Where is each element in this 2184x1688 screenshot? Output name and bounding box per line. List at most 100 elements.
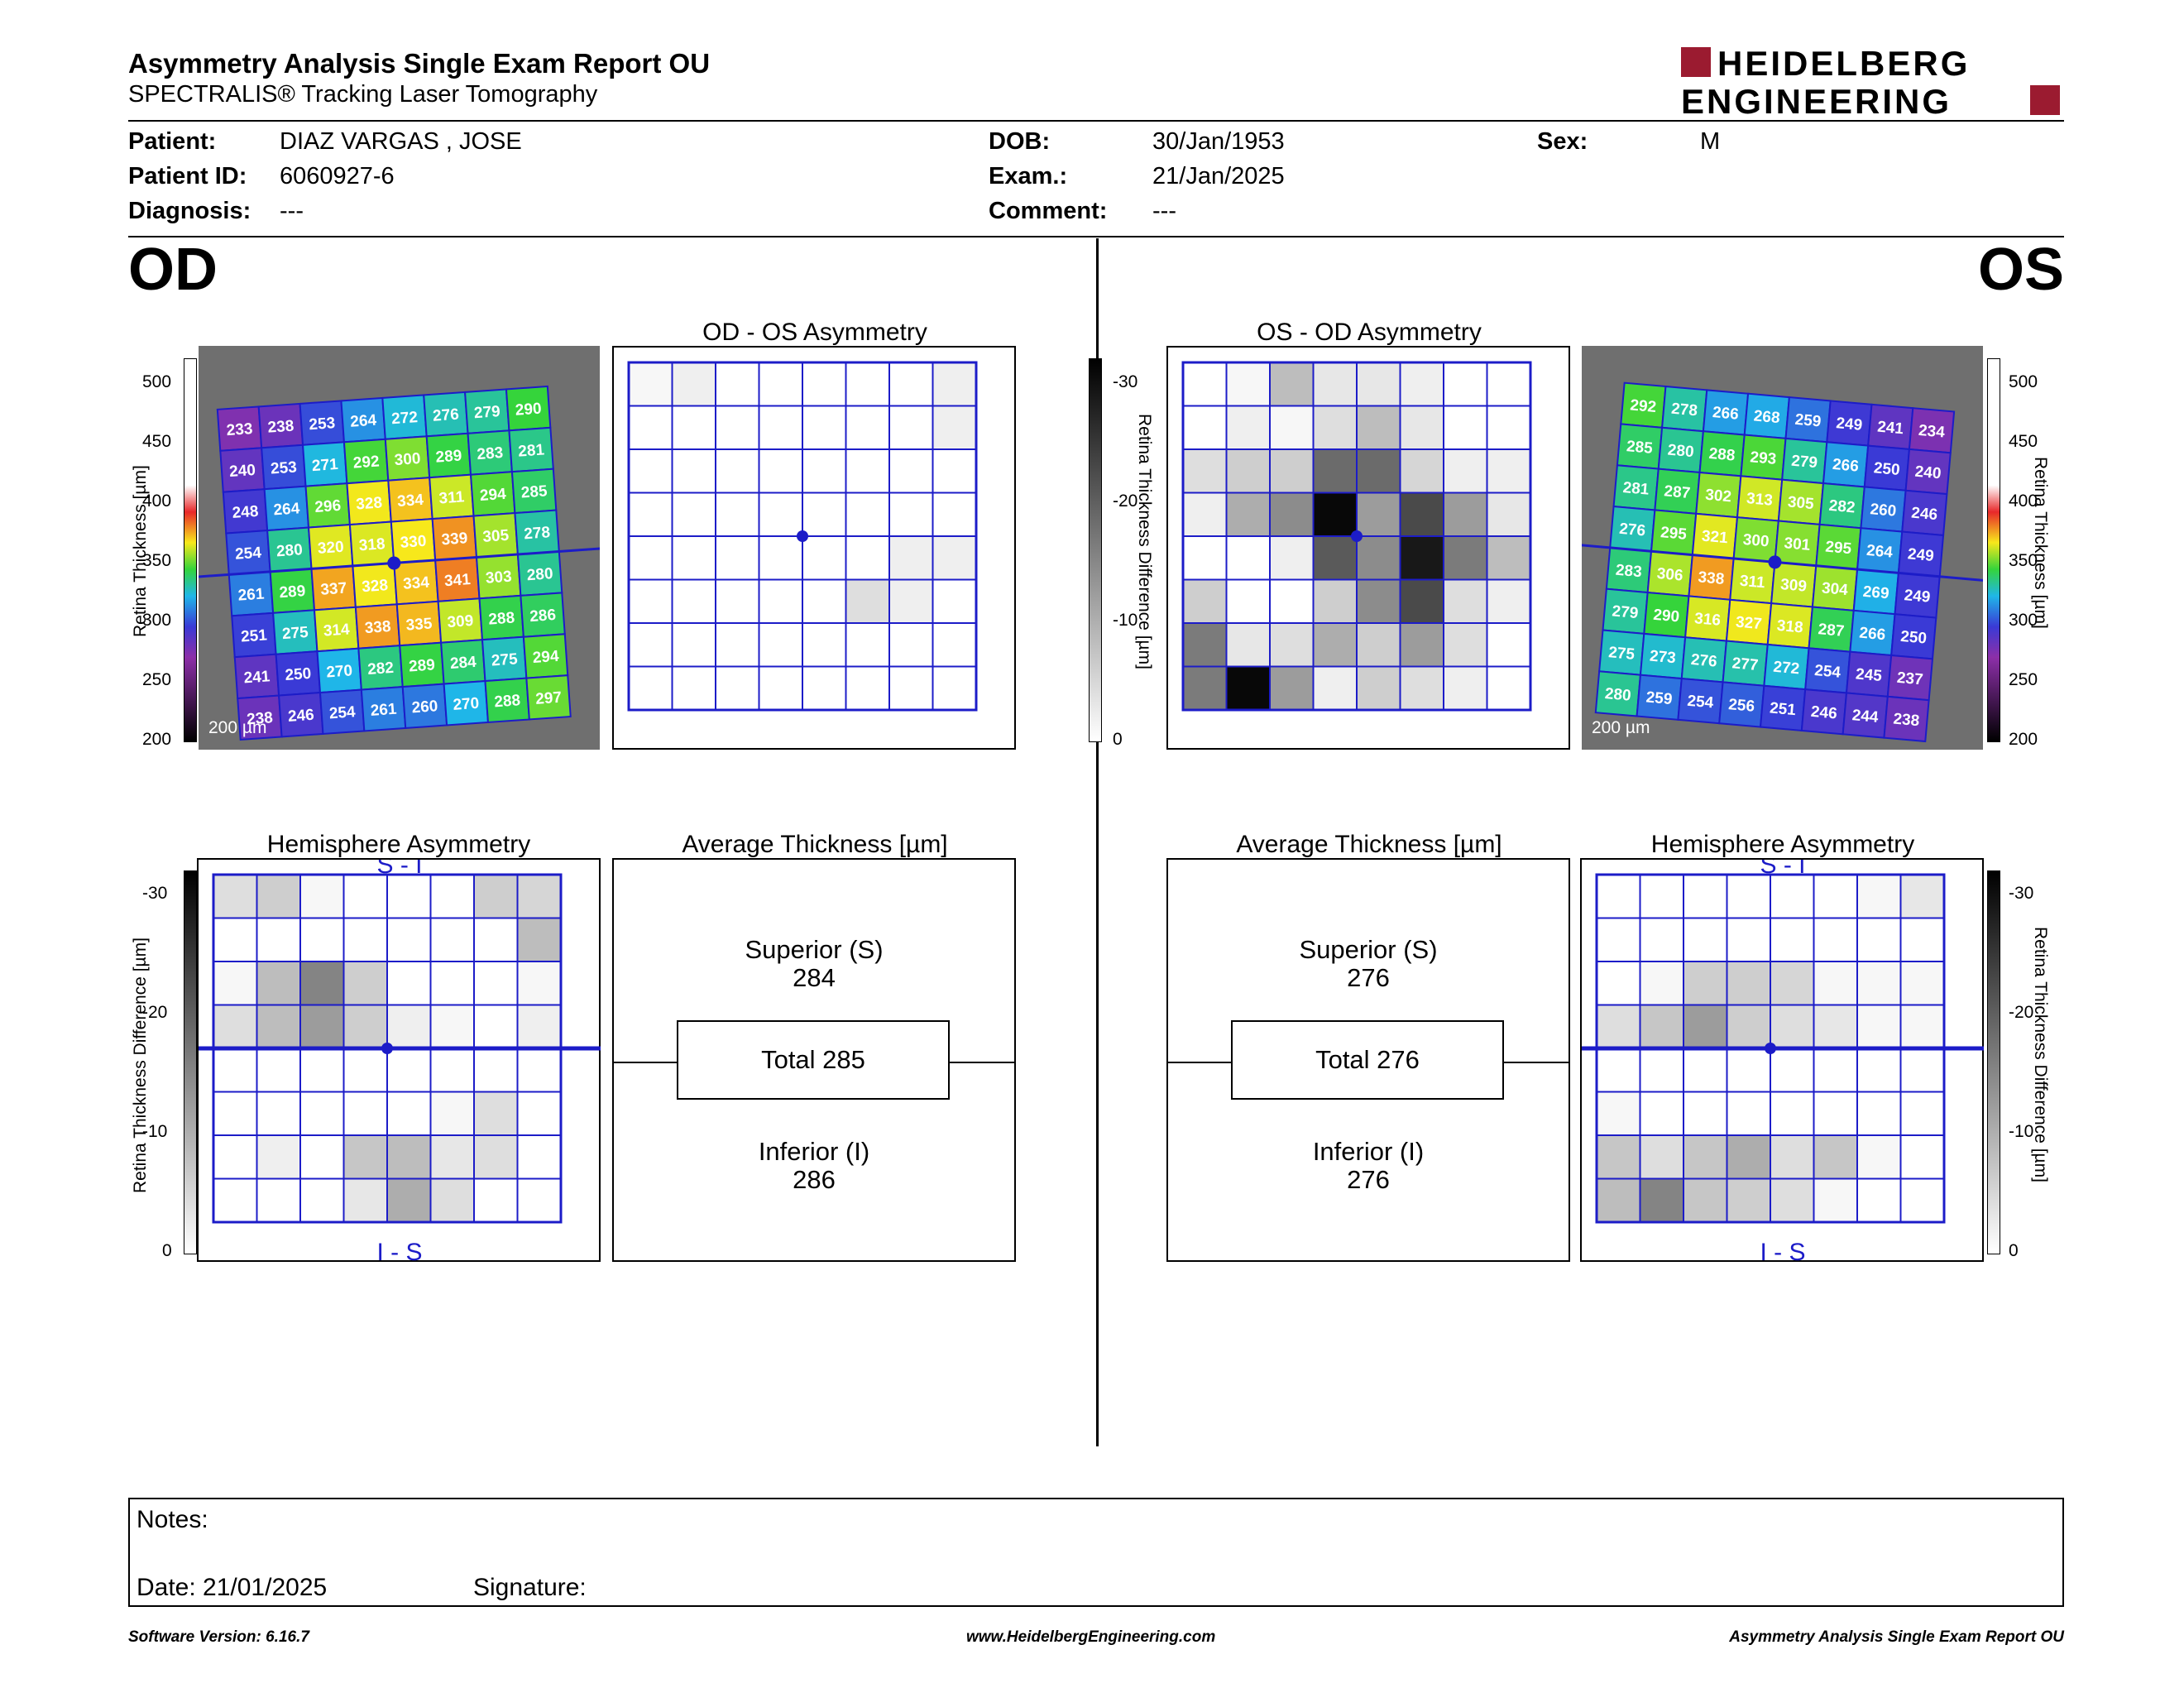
notes-box[interactable]: Notes: Date: 21/01/2025 Signature:	[128, 1498, 2064, 1607]
os-asym-cell	[1225, 535, 1271, 581]
od-hemi-cell	[429, 1134, 475, 1180]
os-hemi-cell	[1813, 1091, 1858, 1136]
os-thickness-value: 259	[1645, 688, 1673, 708]
od-thickness-value: 311	[438, 488, 465, 507]
od-hemi-cell	[386, 1177, 432, 1223]
os-hemi-cell	[1639, 1091, 1684, 1136]
os-thickness-value: 268	[1753, 407, 1780, 427]
od-asym-cell	[715, 448, 760, 494]
od-thickness-value: 281	[518, 441, 546, 460]
os-hemi-cell	[1899, 961, 1945, 1006]
os-asym-cell	[1443, 535, 1488, 581]
od-hemi-cell	[473, 1004, 519, 1049]
os-asym-grid	[1181, 361, 1532, 712]
os-thickness-value: 249	[1904, 587, 1931, 607]
od-thickness-value: 328	[356, 494, 383, 513]
od-thickness-value: 341	[443, 571, 472, 590]
os-asym-cell	[1443, 362, 1488, 407]
od-thickness-value: 337	[320, 580, 347, 599]
od-hemi-cell	[299, 961, 345, 1006]
os-asym-cell	[1312, 492, 1358, 537]
od-hemi-cell	[429, 917, 475, 962]
od-thickness-value: 261	[370, 701, 398, 720]
od-asym-cell	[758, 578, 803, 624]
os-asym-cell	[1399, 362, 1444, 407]
os-hemi-cell	[1899, 917, 1945, 962]
os-hemi-cell	[1899, 1177, 1945, 1223]
os-asym-cell	[1269, 578, 1315, 624]
os-hemi-cell	[1683, 1004, 1728, 1049]
od-thickness-value: 283	[477, 444, 504, 463]
os-hemi-cell	[1899, 1091, 1945, 1136]
os-hemi-cell	[1726, 1091, 1771, 1136]
os-thickness-value: 266	[1832, 456, 1859, 476]
od-inferior-value: 286	[793, 1165, 836, 1194]
os-asym-cell	[1356, 665, 1401, 711]
od-thickness-value: 270	[326, 662, 353, 681]
patient-id-label: Patient ID:	[128, 163, 247, 189]
od-asym-cell	[628, 535, 673, 581]
od-asym-cell	[628, 578, 673, 624]
od-hemi-cell	[213, 1004, 258, 1049]
os-thickness-cell	[1883, 695, 1930, 743]
os-asym-cell	[1399, 448, 1444, 494]
os-hemi-cell	[1726, 1048, 1771, 1093]
od-thickness-value: 280	[526, 565, 553, 584]
os-hemi-cell	[1683, 1048, 1728, 1093]
od-thickness-value: 335	[405, 615, 433, 634]
od-hemi-cell	[299, 917, 345, 962]
os-asym-cell	[1443, 578, 1488, 624]
od-asym-cell	[845, 535, 890, 581]
od-asym-cell	[715, 492, 760, 537]
od-asym-cell	[932, 405, 977, 450]
od-asym-cell	[715, 622, 760, 668]
os-asym-cell	[1312, 622, 1358, 668]
os-avg-panel: Superior (S) 276 Total 276 Inferior (I) …	[1166, 858, 1570, 1262]
os-hemi-cell	[1639, 1004, 1684, 1049]
od-asym-cell	[758, 405, 803, 450]
od-hemi-cell	[429, 1091, 475, 1136]
os-hemi-cell	[1813, 961, 1858, 1006]
company-website[interactable]: www.HeidelbergEngineering.com	[966, 1628, 1216, 1646]
os-hemi-cell	[1856, 874, 1902, 919]
os-thickness-value: 305	[1787, 493, 1815, 513]
od-thickness-value: 254	[235, 544, 263, 563]
od-thickness-value: 275	[491, 650, 519, 669]
os-thickness-value: 327	[1735, 614, 1762, 634]
os-hemi-panel: S - I I - S	[1580, 851, 1984, 1266]
os-asym-cell	[1443, 405, 1488, 450]
od-thickness-value: 246	[287, 707, 314, 726]
od-hemi-cell	[386, 1091, 432, 1136]
od-asym-cell	[715, 578, 760, 624]
od-asym-cell	[888, 578, 934, 624]
od-hemi-cell	[256, 1004, 301, 1049]
od-hemi-cell	[429, 1177, 475, 1223]
os-thickness-value: 241	[1876, 419, 1904, 439]
os-asym-title: OS - OD Asymmetry	[1257, 319, 1482, 346]
od-hemi-cell	[429, 874, 475, 919]
os-hemi-cell	[1639, 874, 1684, 919]
patient-label: Patient:	[128, 128, 217, 155]
od-hemi-title: Hemisphere Asymmetry	[266, 831, 531, 858]
footer-report-name: Asymmetry Analysis Single Exam Report OU	[1729, 1628, 2064, 1646]
os-thickness-value: 318	[1776, 617, 1803, 637]
os-asym-cell	[1486, 362, 1531, 407]
os-asym-cell	[1225, 405, 1271, 450]
os-hemi-cell	[1899, 874, 1945, 919]
exam-label: Exam.:	[989, 163, 1068, 189]
od-asym-cell	[845, 448, 890, 494]
od-hemi-grid: S - I I - S	[199, 851, 601, 1266]
od-asym-cell	[671, 622, 716, 668]
comment-label: Comment:	[989, 198, 1108, 224]
od-hemi-bottom-label: I - S	[376, 1239, 422, 1262]
os-hemi-cell	[1596, 1134, 1641, 1180]
os-thickness-value: 295	[1660, 524, 1688, 544]
os-superior-label: Superior (S)	[1299, 935, 1438, 964]
od-asym-fovea-marker	[797, 530, 808, 542]
od-hemi-cell	[516, 874, 562, 919]
os-thickness-value: 264	[1866, 542, 1894, 562]
od-thickness-value: 284	[449, 654, 477, 673]
od-diff-tick-30: -30	[142, 884, 168, 903]
od-diff-tick-20: -20	[142, 1003, 168, 1022]
os-hemi-cell	[1596, 1177, 1641, 1223]
